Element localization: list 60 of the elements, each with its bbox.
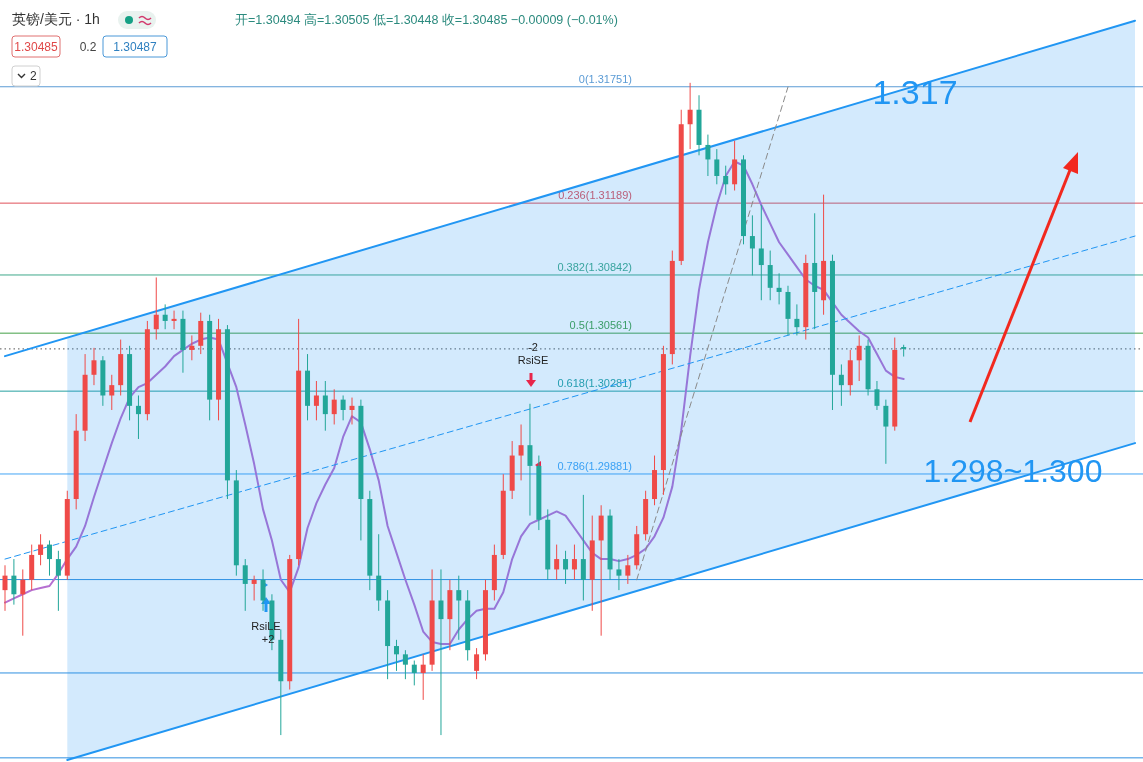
candlestick [714, 148, 720, 185]
candlestick [91, 347, 97, 386]
candlestick [616, 558, 622, 591]
candlestick [794, 303, 800, 336]
annotation: -2 [528, 341, 538, 353]
candlestick [55, 550, 61, 612]
annotation: 1.30487 [113, 40, 158, 54]
candlestick [394, 639, 399, 672]
ref-line-label: 0(1.31751) [578, 72, 632, 85]
candlestick [171, 310, 177, 330]
candlestick [518, 423, 524, 481]
ref-line-label: 0.5(1.30561) [569, 319, 632, 332]
candlestick [20, 568, 26, 637]
candlestick [474, 647, 480, 680]
candlestick [411, 660, 417, 686]
candlestick [251, 575, 257, 601]
candlestick [331, 388, 337, 425]
candlestick [563, 550, 569, 585]
candlestick [758, 204, 764, 301]
candlestick [883, 399, 889, 465]
candlestick [242, 558, 248, 612]
candlestick [109, 374, 115, 411]
candlestick [856, 334, 862, 382]
candlestick [420, 653, 426, 701]
candlestick [687, 82, 693, 150]
candlestick [625, 554, 631, 585]
annotation: RsiSE [517, 354, 549, 366]
candlestick [402, 649, 408, 680]
candlestick [438, 568, 444, 736]
candlestick [767, 250, 773, 301]
text: 英镑/美元 · 1h [12, 11, 100, 27]
ref-line-label: 0.786(1.29881) [557, 459, 632, 472]
ref-line-label: 0.618(1.30281) [557, 377, 632, 390]
ref-line-label: 0.236(1.31189) [558, 189, 632, 202]
annotation: 0.2 [79, 40, 97, 54]
candlestick [571, 544, 577, 581]
candlestick [340, 394, 346, 421]
candlestick [2, 564, 8, 612]
candlestick [776, 272, 782, 305]
candlestick [153, 276, 159, 341]
candlestick [38, 533, 44, 566]
annotation: 开=1.30494 高=1.30505 低=1.30448 收=1.30485 −0.00009 (−0.01%) [235, 12, 618, 27]
candlestick [580, 494, 586, 601]
annotation: 2 [30, 69, 37, 83]
candlestick [527, 403, 533, 517]
candlestick [313, 380, 319, 421]
candlestick [135, 394, 141, 440]
candlestick [11, 558, 17, 606]
annotation: +2 [261, 633, 275, 645]
candlestick [723, 165, 729, 196]
candlestick [705, 134, 711, 177]
candlestick [456, 575, 462, 641]
candlestick [46, 539, 52, 577]
candlestick [189, 334, 195, 361]
candlestick [749, 214, 755, 276]
candlestick [162, 303, 168, 330]
annotation: 1.30485 [14, 40, 59, 54]
ref-line-label: 0.382(1.30842) [557, 260, 632, 273]
candlestick [554, 544, 560, 581]
candlestick [349, 397, 355, 425]
